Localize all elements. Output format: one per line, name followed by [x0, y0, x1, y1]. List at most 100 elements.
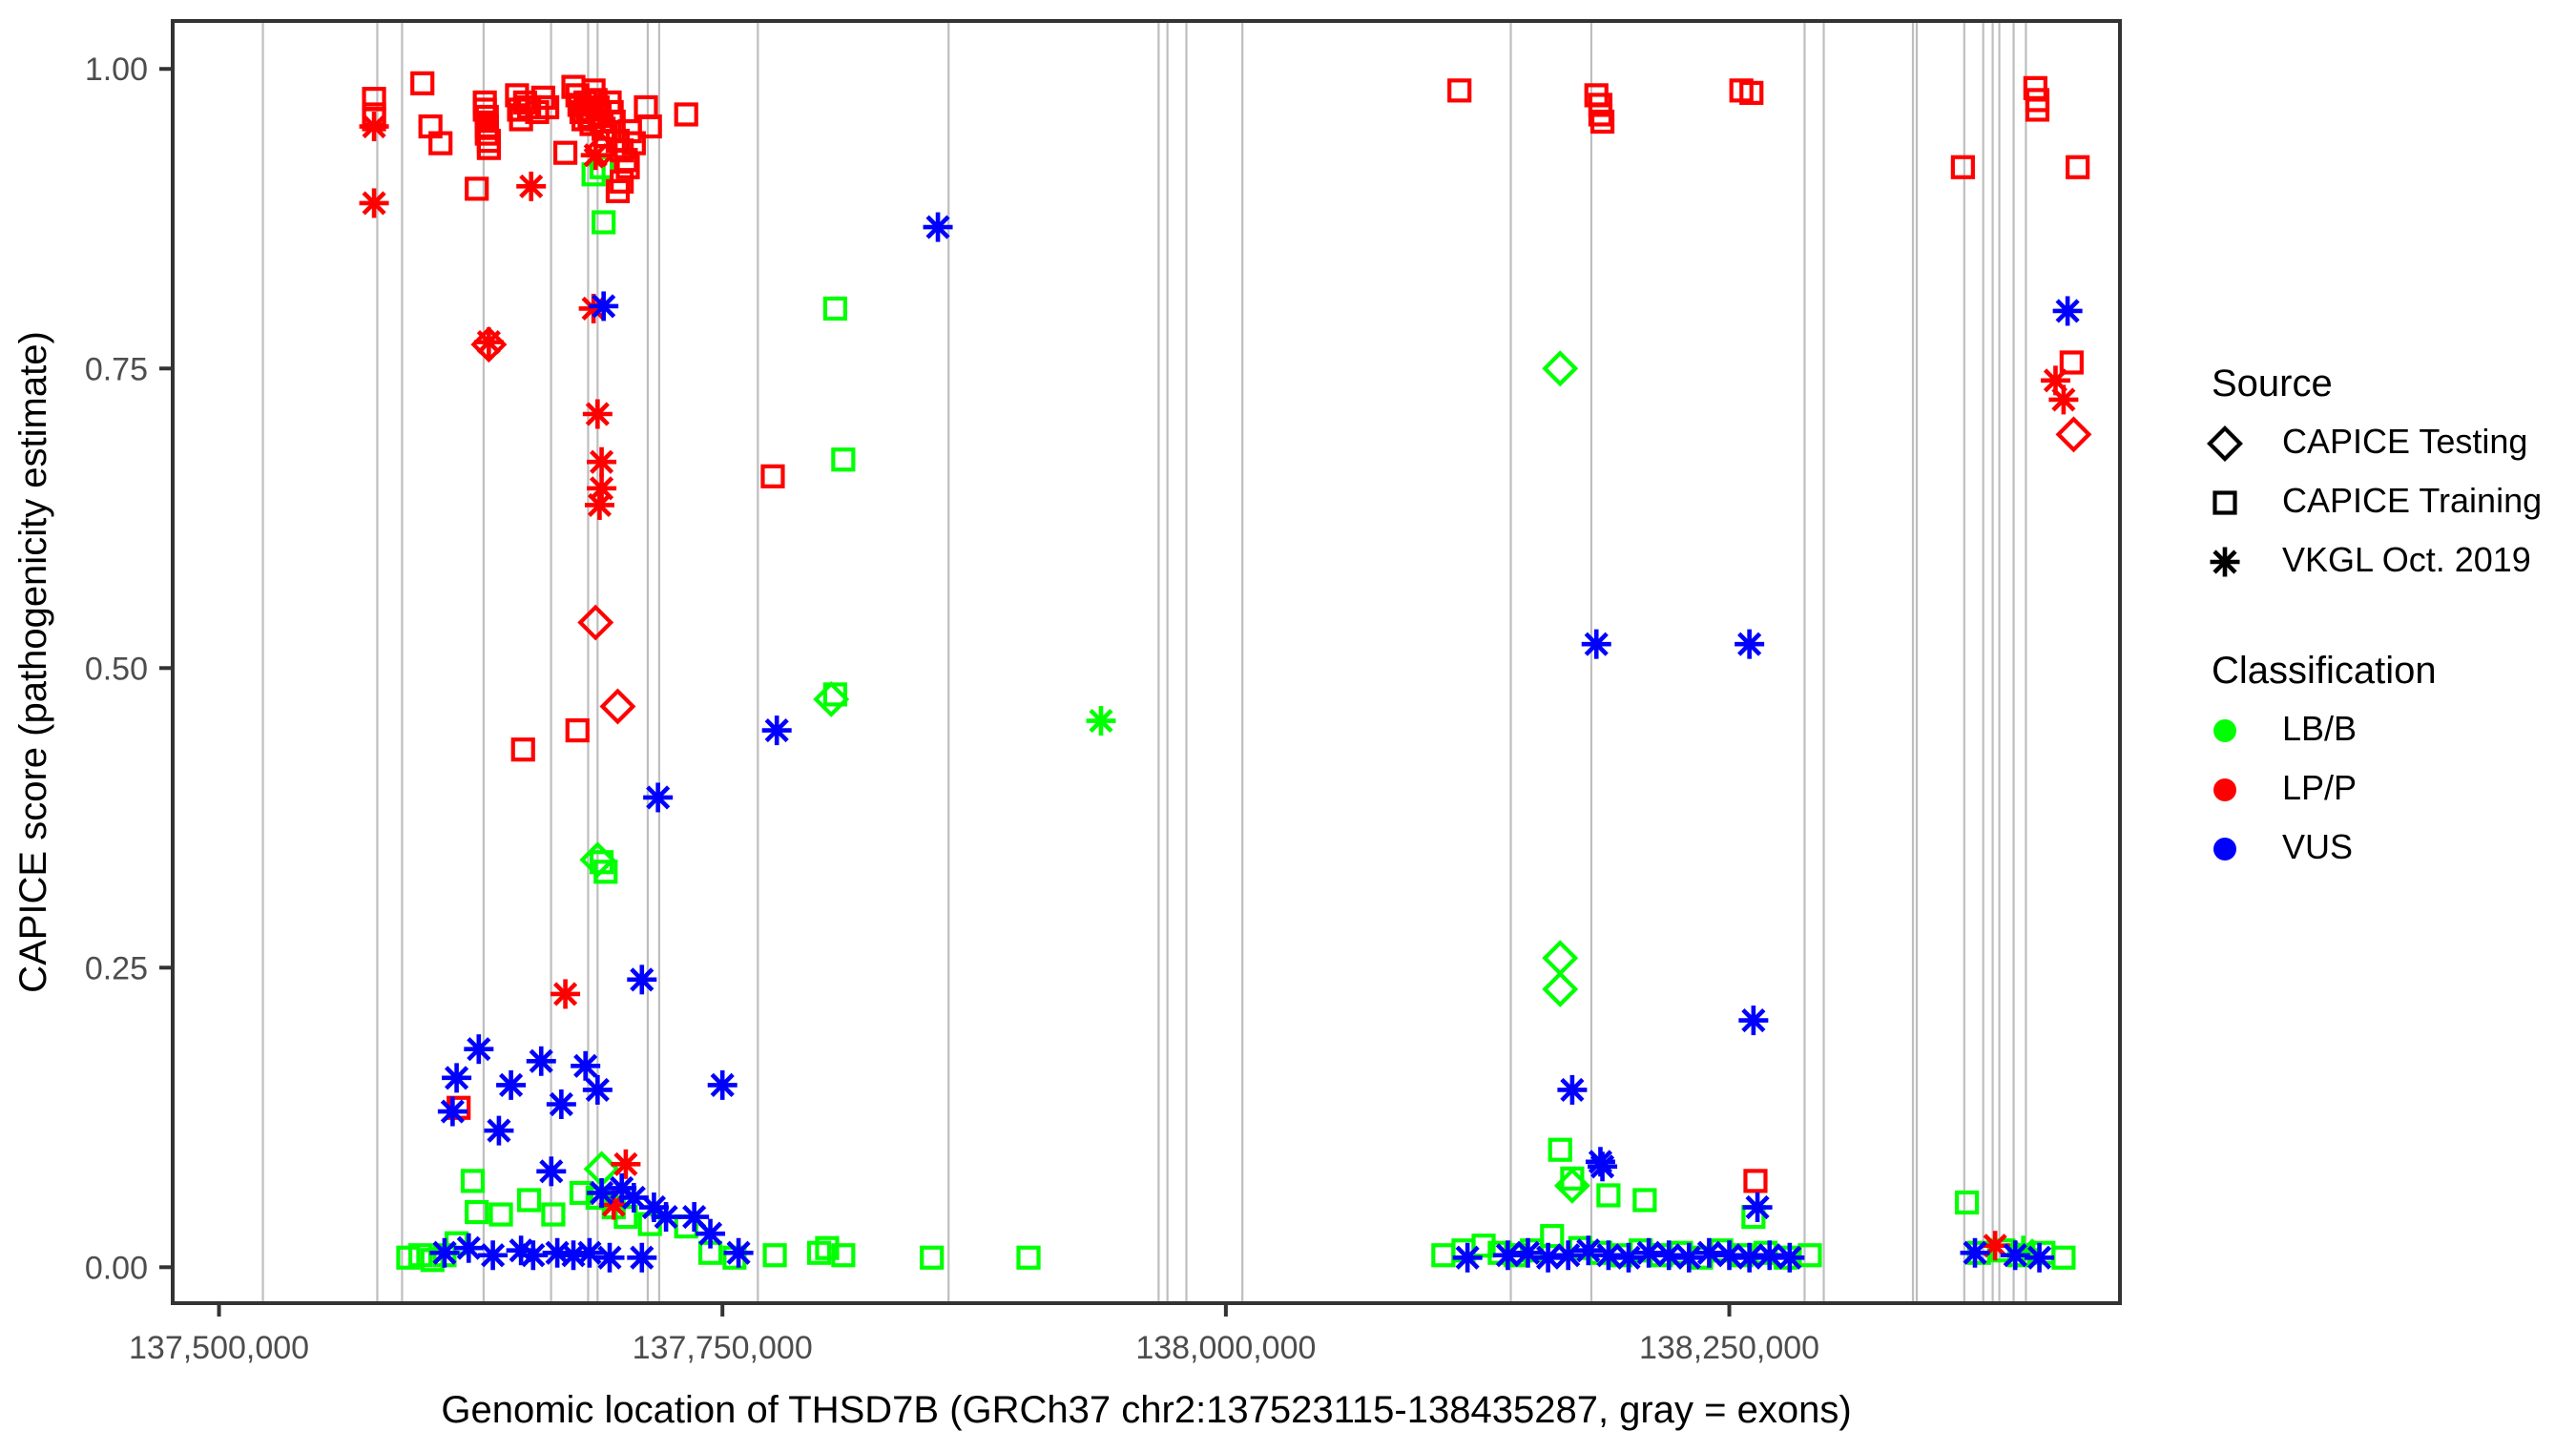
legend-entry-vkgl-oct-2019[interactable]: VKGL Oct. 2019 [2210, 540, 2531, 579]
legend-entry-capice-training[interactable]: CAPICE Training [2212, 481, 2543, 520]
x-axis-tick-label: 138,250,000 [1639, 1330, 1819, 1366]
data-point-asterisk [1775, 1242, 1805, 1273]
data-point-asterisk [594, 1242, 625, 1273]
data-point-asterisk [429, 1237, 460, 1268]
data-point-square [762, 1243, 787, 1268]
data-point-asterisk [1492, 1240, 1523, 1271]
data-point-diamond [1553, 1167, 1590, 1204]
data-point-asterisk [1086, 706, 1116, 736]
data-point-square [1596, 1183, 1621, 1208]
data-point-asterisk [1735, 1242, 1765, 1273]
data-point-diamond [579, 841, 616, 879]
data-point-square [428, 131, 453, 156]
data-point-asterisk [707, 1069, 737, 1100]
data-point-diamond [1542, 970, 1579, 1007]
data-point-asterisk [580, 140, 611, 171]
data-point-asterisk [1573, 1235, 1604, 1266]
data-point-square [1447, 78, 1472, 103]
data-point-square [552, 140, 578, 165]
legend-entry-lb-b[interactable]: LB/B [2213, 709, 2357, 748]
data-point-square [822, 296, 848, 321]
data-point-asterisk [2210, 547, 2240, 577]
data-point-asterisk [442, 1063, 472, 1093]
data-point-asterisk [571, 1050, 601, 1081]
data-point-asterisk [551, 979, 581, 1009]
data-point-asterisk [516, 171, 547, 201]
x-axis-tick-label: 137,500,000 [129, 1330, 309, 1366]
data-point-diamond [577, 604, 614, 641]
data-point-square [476, 135, 501, 160]
data-point-asterisk [473, 327, 504, 358]
data-point-asterisk [1452, 1242, 1483, 1273]
data-point-asterisk [1588, 1151, 1618, 1182]
data-point-asterisk [1593, 1240, 1624, 1271]
data-point-asterisk [696, 1218, 726, 1249]
legend-entry-label: VKGL Oct. 2019 [2282, 540, 2531, 579]
data-point-square [474, 121, 499, 146]
data-point-asterisk [478, 1240, 509, 1271]
data-point-asterisk [453, 1233, 484, 1263]
data-point-asterisk [1693, 1237, 1724, 1268]
data-point-asterisk [1755, 1240, 1785, 1271]
data-point-square [831, 1243, 856, 1268]
data-point-asterisk [761, 716, 792, 746]
data-point-square [1471, 1234, 1496, 1258]
data-point-square [815, 1235, 840, 1260]
y-axis-title: CAPICE score (pathogenicity estimate) [12, 331, 54, 993]
data-point-asterisk [1553, 1240, 1584, 1271]
data-point-asterisk [2000, 1240, 2030, 1271]
data-point-square [920, 1245, 945, 1270]
data-point-asterisk [1613, 1242, 1644, 1273]
legend-entry-lp-p[interactable]: LP/P [2213, 768, 2357, 807]
data-point-asterisk [1653, 1240, 1684, 1271]
data-point-asterisk [582, 1074, 613, 1105]
data-point-asterisk [1738, 1006, 1769, 1036]
data-point-diamond [470, 326, 508, 363]
data-point-asterisk [1742, 1192, 1773, 1223]
data-point-asterisk [587, 446, 617, 477]
y-axis-tick-label: 1.00 [85, 52, 148, 88]
data-point-square [488, 1202, 513, 1227]
data-point-square [472, 97, 497, 122]
data-point-square [621, 131, 646, 156]
data-point-square [1016, 1245, 1041, 1270]
data-point-asterisk [2025, 1242, 2055, 1273]
data-point-square [1588, 102, 1613, 127]
data-point-circle [2213, 838, 2236, 861]
data-point-square [1589, 109, 1615, 135]
data-point-square [465, 1199, 489, 1225]
legend-entry-label: CAPICE Testing [2282, 422, 2527, 461]
legend-entry-vus[interactable]: VUS [2213, 827, 2353, 866]
series-lp-p-capice-training [362, 71, 2090, 1193]
x-axis: 137,500,000 137,750,000 138,000,000 138,250… [129, 1303, 1819, 1366]
data-point-square [1743, 1169, 1768, 1193]
data-point-square [2025, 97, 2050, 122]
data-point-square [541, 1202, 566, 1227]
data-point-square [2059, 350, 2084, 375]
data-point-square [1954, 1190, 1980, 1215]
data-point-asterisk [1557, 1074, 1588, 1105]
series-lp-p-capice-testing [470, 132, 2092, 725]
y-axis-tick-label: 0.75 [85, 351, 148, 387]
exon-lines-group [261, 21, 2027, 1303]
data-point-circle [2213, 719, 2236, 742]
y-axis-tick-label: 0.00 [85, 1250, 148, 1286]
data-point-diamond [2055, 416, 2092, 453]
data-point-square [592, 210, 616, 235]
data-point-asterisk [627, 964, 657, 995]
data-point-asterisk [611, 1149, 641, 1179]
data-point-square [1797, 1243, 1822, 1268]
data-point-diamond [2207, 425, 2243, 462]
data-point-square [410, 71, 435, 95]
series-vus-vkgl-oct-2019 [429, 212, 2083, 1273]
data-point-diamond [813, 680, 850, 717]
y-axis: 0.00 0.25 0.50 0.75 1.00 [85, 52, 173, 1286]
legend-entry-capice-testing[interactable]: CAPICE Testing [2207, 422, 2527, 462]
data-point-square [1540, 1224, 1565, 1249]
data-point-asterisk [582, 399, 613, 429]
data-point-square [637, 114, 662, 139]
data-point-square [396, 1245, 421, 1270]
data-point-asterisk [2048, 384, 2079, 415]
data-point-diamond [599, 688, 636, 725]
